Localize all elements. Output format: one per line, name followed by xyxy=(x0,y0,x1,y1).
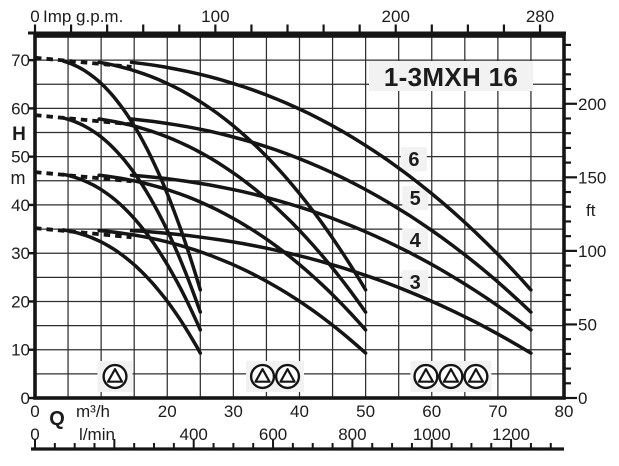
top-axis-tick-label: 0 xyxy=(30,7,39,26)
pump-icon-triangle xyxy=(279,368,296,383)
curve-label-layer: 6 5 4 3 xyxy=(408,149,421,294)
plot-frame-layer xyxy=(33,34,566,400)
pump-icon-triangle xyxy=(417,368,435,383)
title-patch xyxy=(369,61,533,91)
flow-lmin-tick-label: 0 xyxy=(30,425,39,444)
curve-label-5: 5 xyxy=(410,188,421,210)
pump-icon xyxy=(413,363,439,390)
pump-curve-6-3p xyxy=(129,60,533,292)
top-axis-tick-label: 200 xyxy=(382,7,410,26)
unit-label-layer: Imp g.p.m. H m ft Q m³/h l/min 1-3MXH 16 xyxy=(11,7,596,444)
pump-curve-5-1p xyxy=(61,116,203,314)
right-axis-tick-label: 150 xyxy=(578,168,606,187)
top-axis-tick-label: 280 xyxy=(526,7,554,26)
flow-lmin-tick-label: 800 xyxy=(338,425,366,444)
pump-icon-triangle xyxy=(106,368,124,383)
pump-curve-5-3p xyxy=(129,117,533,314)
pump-icon-triangle xyxy=(254,368,271,383)
left-axis-tick-label: 50 xyxy=(11,148,30,167)
curve-label-4: 4 xyxy=(410,230,422,252)
flow-lmin-tick-label: 400 xyxy=(180,425,208,444)
flow-m3h-tick-label: 60 xyxy=(422,402,441,421)
pump-curve-4-1p xyxy=(61,172,203,332)
plot-frame xyxy=(33,34,566,400)
pump-icon-group-3p xyxy=(413,363,489,390)
curve-layer xyxy=(34,55,533,355)
pump-curve-3-1p xyxy=(61,228,203,355)
pump-icon xyxy=(438,363,464,390)
curve-label-patch xyxy=(402,228,429,253)
pump-icon xyxy=(249,363,276,390)
pump-curve-6-1p xyxy=(61,59,203,292)
pump-icon xyxy=(102,363,128,390)
pump-icon xyxy=(274,363,301,390)
flow-m3h-tick-label: 50 xyxy=(356,402,375,421)
dashed-min-flow-line-3 xyxy=(34,226,132,240)
left-axis-tick-label: 70 xyxy=(11,51,30,70)
axis-ruler-layer xyxy=(28,24,577,451)
ft-axis-unit-label: ft xyxy=(586,201,596,220)
flow-m3h-tick-label: 70 xyxy=(488,402,507,421)
flow-lmin-tick-label: 600 xyxy=(259,425,287,444)
right-axis-tick-label: 0 xyxy=(578,389,587,408)
pump-icon-group-2p xyxy=(249,363,301,390)
left-axis-tick-label: 40 xyxy=(11,196,30,215)
pump-curve-4-2p xyxy=(97,173,368,332)
right-axis-tick-label: 200 xyxy=(578,95,606,114)
top-axis-tick-label: 100 xyxy=(201,7,229,26)
left-axis-tick-label: 10 xyxy=(11,341,30,360)
pump-icon-triangle xyxy=(467,368,485,383)
left-axis-tick-label: 30 xyxy=(11,244,30,263)
flow-m3h-tick-label: 80 xyxy=(555,402,574,421)
right-axis-tick-label: 50 xyxy=(578,315,597,334)
pump-curve-3-3p xyxy=(129,228,533,355)
curve-label-3: 3 xyxy=(410,272,421,294)
pump-curve-6-2p xyxy=(97,60,368,292)
flow-m3h-tick-label: 20 xyxy=(158,402,177,421)
pump-icon-triangle xyxy=(442,368,460,383)
pump-curve-3-2p xyxy=(97,228,368,355)
flow-axis-symbol: Q xyxy=(49,408,65,430)
left-axis-tick-label: 0 xyxy=(21,389,30,408)
flow-axis-unit-m3h-label: m³/h xyxy=(76,402,110,421)
left-axis-tick-label: 20 xyxy=(11,292,30,311)
flow-lmin-tick-label: 1000 xyxy=(413,425,451,444)
pump-icon-group-1p xyxy=(102,363,128,390)
curve-label-patch xyxy=(400,147,427,172)
pump-curve-5-2p xyxy=(97,117,368,314)
flow-lmin-tick-label: 1200 xyxy=(492,425,530,444)
head-axis-unit-label: m xyxy=(11,168,26,188)
right-axis-tick-label: 100 xyxy=(578,242,606,261)
flow-m3h-tick-label: 0 xyxy=(30,402,39,421)
chart-title: 1-3MXH 16 xyxy=(384,62,518,92)
left-axis-tick-label: 60 xyxy=(11,99,30,118)
top-axis-unit-label: Imp g.p.m. xyxy=(43,7,123,26)
pump-icon-layer xyxy=(102,363,489,390)
curve-label-patch xyxy=(402,186,429,211)
dashed-min-flow-line-4 xyxy=(34,170,132,184)
curve-label-6: 6 xyxy=(408,149,419,171)
head-axis-symbol: H xyxy=(12,124,26,145)
pump-curve-4-3p xyxy=(129,173,533,332)
pump-icon xyxy=(463,363,489,390)
flow-axis-unit-lmin-label: l/min xyxy=(79,425,115,444)
flow-m3h-tick-label: 30 xyxy=(224,402,243,421)
grid-layer xyxy=(35,36,564,398)
flow-m3h-tick-label: 40 xyxy=(290,402,309,421)
